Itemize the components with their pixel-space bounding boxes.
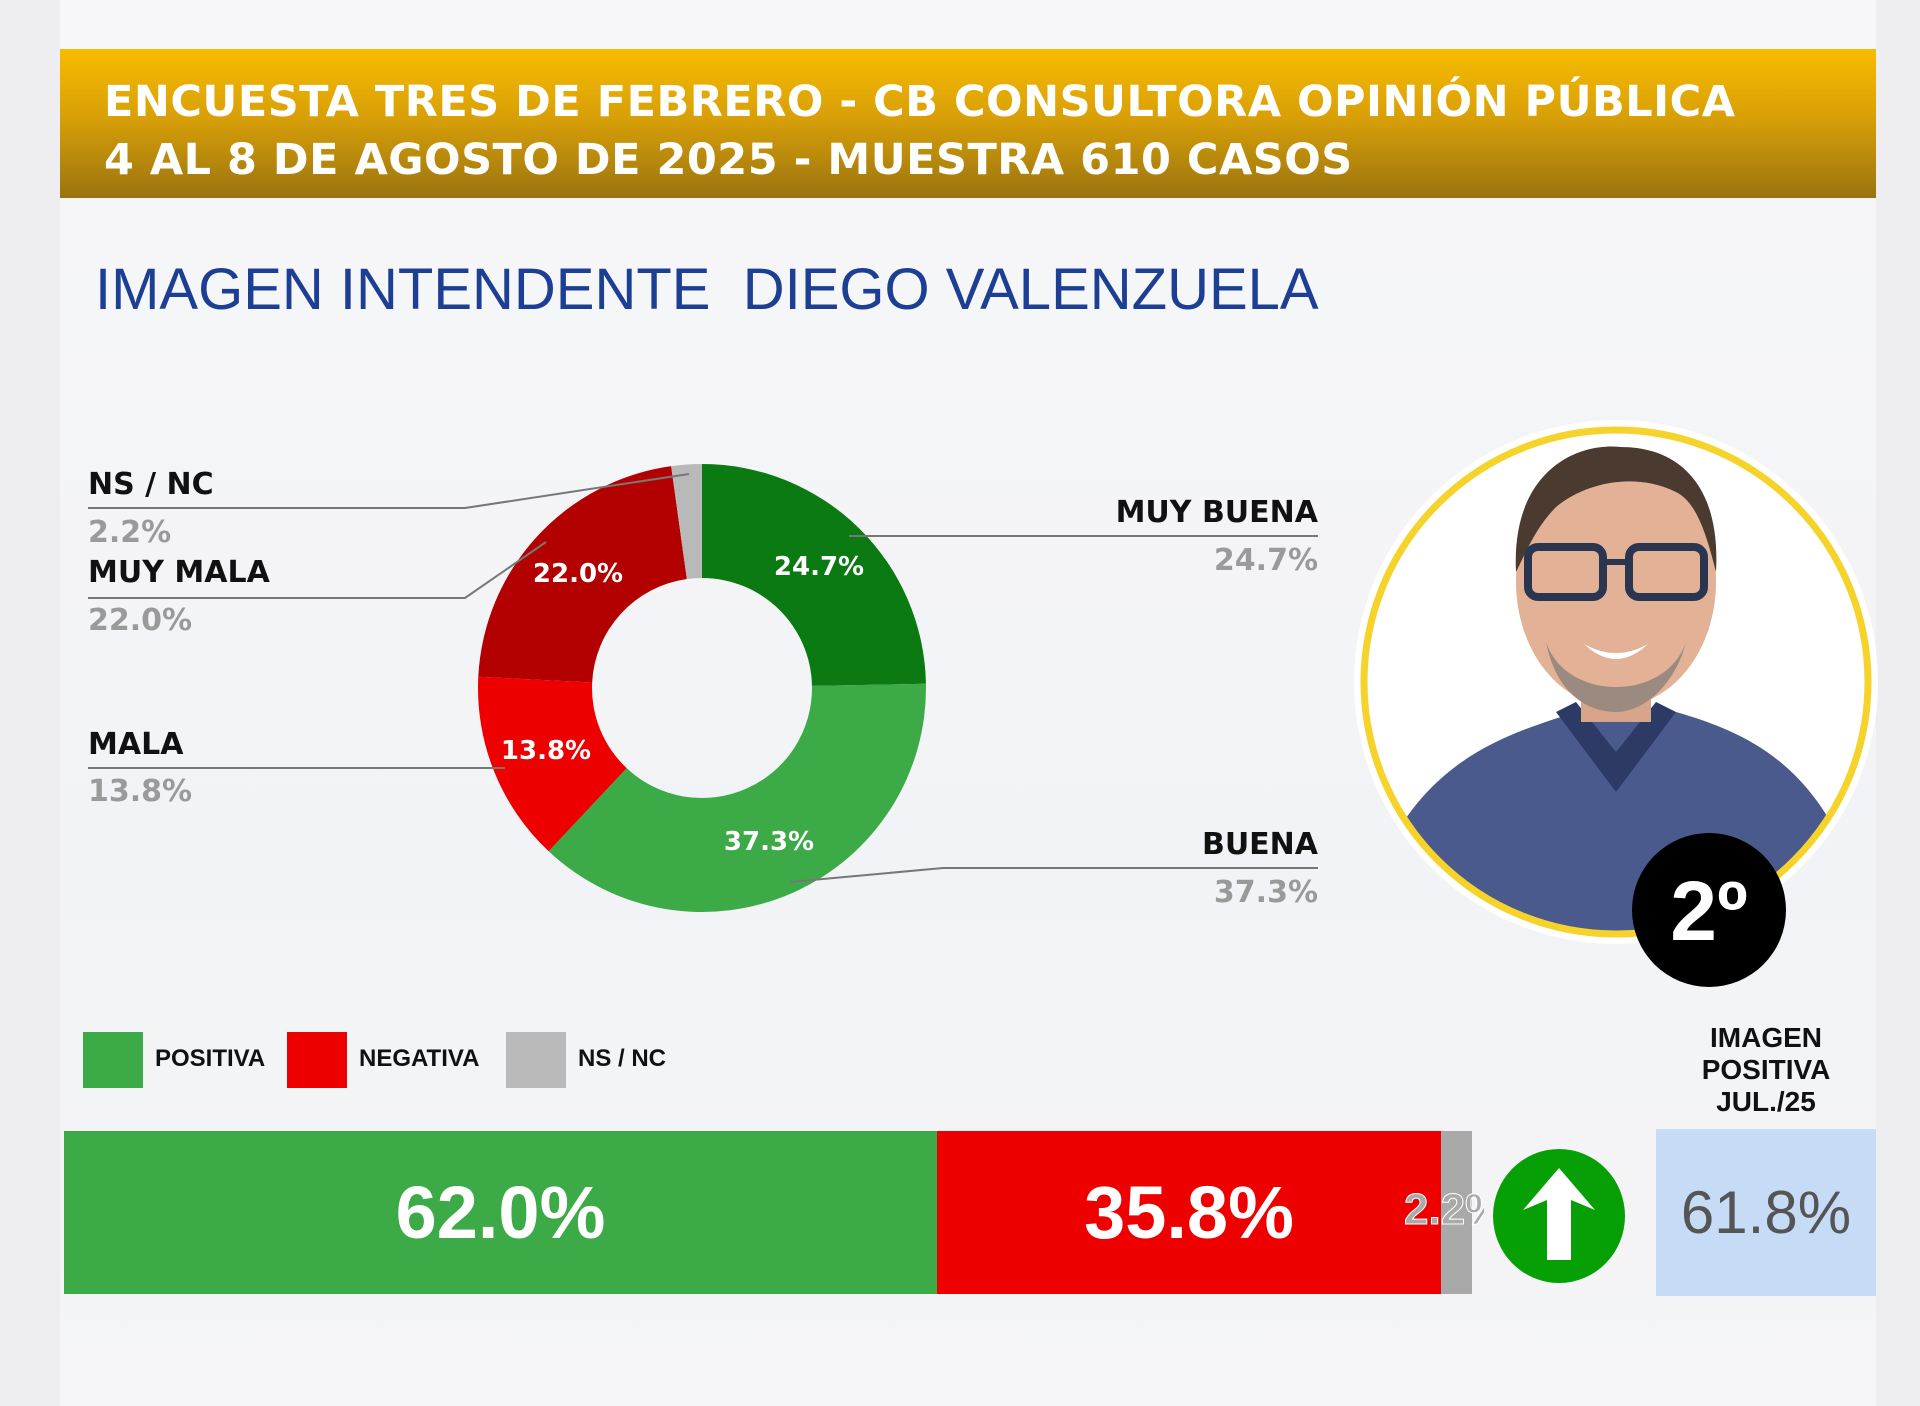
- rank-badge-text: 2º: [1670, 864, 1748, 958]
- bar-segment-positiva: 62.0%: [64, 1131, 937, 1294]
- legend-label-positiva: POSITIVA: [155, 1045, 266, 1072]
- page-title: IMAGEN INTENDENTE DIEGO VALENZUELA: [95, 257, 1319, 322]
- label-nsnc-name: NS / NC: [88, 467, 214, 502]
- donut-slices: [478, 464, 926, 912]
- slice-label-mala: 13.8%: [500, 736, 592, 766]
- previous-heading: IMAGEN POSITIVA JUL./25: [1656, 1022, 1876, 1118]
- legend-label-nsnc: NS / NC: [578, 1045, 667, 1072]
- label-muy-buena-name: MUY BUENA: [1115, 495, 1318, 530]
- label-buena-name: BUENA: [1201, 827, 1318, 862]
- bar-label-negativa: 35.8%: [1084, 1171, 1294, 1254]
- donut-slice-muy-buena: [702, 464, 926, 686]
- bar-segment-negativa: 35.8%: [936, 1131, 1442, 1294]
- candidate-photo: [1354, 420, 1878, 987]
- legend-swatch-positiva: [83, 1032, 143, 1088]
- previous-heading-line-3: JUL./25: [1716, 1086, 1816, 1117]
- header-line-1: ENCUESTA TRES DE FEBRERO - CB CONSULTORA…: [104, 77, 1736, 127]
- leader-line-muy-mala: [88, 541, 547, 599]
- legend-swatch-nsnc: [506, 1032, 566, 1088]
- rank-badge: [1632, 833, 1786, 987]
- previous-value: 61.8%: [1680, 1179, 1852, 1246]
- label-buena-value: 37.3%: [1213, 875, 1318, 910]
- label-muy-mala-value: 22.0%: [88, 603, 193, 638]
- previous-heading-line-2: POSITIVA: [1701, 1054, 1831, 1085]
- leader-lines: [88, 473, 1318, 883]
- donut-slice-muy-mala: [478, 466, 687, 683]
- label-muy-buena-value: 24.7%: [1213, 543, 1318, 578]
- label-mala-value: 13.8%: [88, 774, 193, 809]
- bar-label-positiva: 62.0%: [395, 1171, 606, 1254]
- previous-value-box: 61.8%: [1656, 1129, 1876, 1296]
- label-muy-mala-name: MUY MALA: [88, 555, 270, 590]
- legend-label-negativa: NEGATIVA: [359, 1045, 480, 1072]
- donut-slice-buena: [548, 683, 926, 912]
- donut-slice-ns-nc: [671, 464, 702, 580]
- label-mala-name: MALA: [88, 727, 184, 762]
- bar-label-nsnc: 2.2%: [1404, 1185, 1484, 1235]
- bar-segment-ns-nc: [1441, 1131, 1472, 1294]
- legend-swatch-negativa: [287, 1032, 347, 1088]
- header-banner: ENCUESTA TRES DE FEBRERO - CB CONSULTORA…: [60, 49, 1876, 198]
- slice-label-buena: 37.3%: [723, 827, 815, 857]
- slice-label-muy-buena: 24.7%: [773, 552, 865, 582]
- label-nsnc-value: 2.2%: [88, 515, 172, 550]
- header-line-2: 4 AL 8 DE AGOSTO DE 2025 - MUESTRA 610 C…: [104, 135, 1353, 185]
- arrow-up-icon: [1493, 1149, 1625, 1283]
- previous-heading-line-1: IMAGEN: [1710, 1022, 1822, 1053]
- donut-slice-mala: [478, 676, 627, 852]
- slice-label-muy-mala: 22.0%: [532, 559, 624, 589]
- leader-line-nsnc: [88, 473, 690, 509]
- leader-line-buena: [789, 867, 1318, 883]
